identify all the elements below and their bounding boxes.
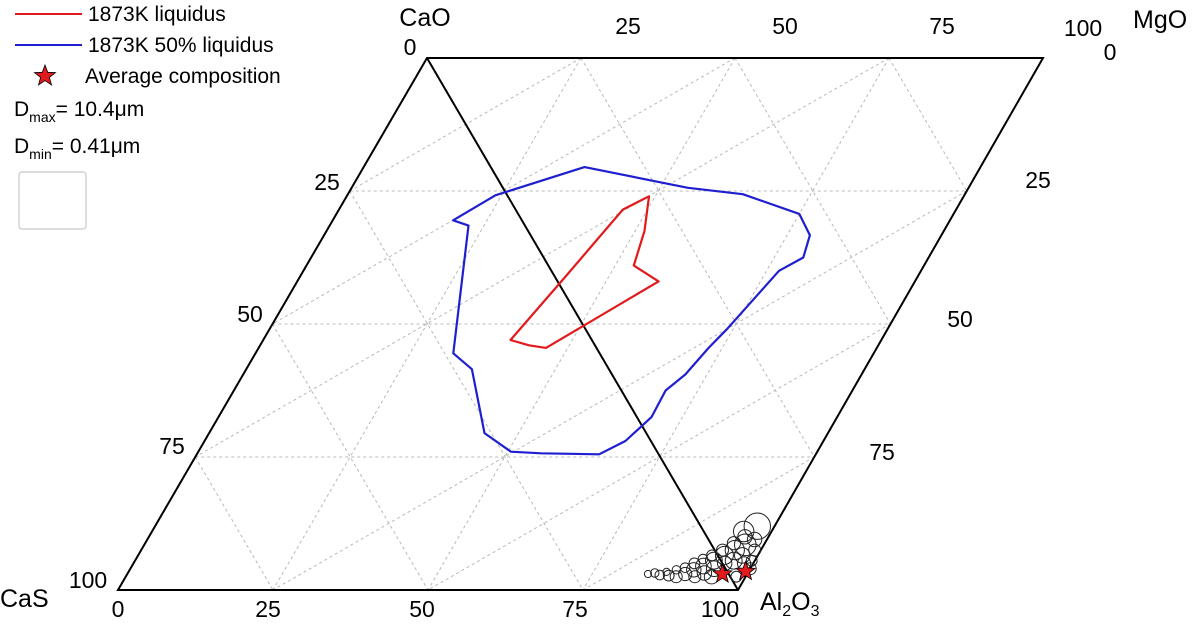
grid-anti-right-0	[272, 190, 967, 591]
vertex-label-mgo: MgO	[1133, 6, 1187, 34]
inclusion-circle-33	[733, 520, 755, 543]
average-composition-markers	[711, 560, 757, 584]
inclusion-circle-12	[688, 570, 702, 584]
inclusion-circle-13	[695, 557, 712, 575]
inclusion-circle-24	[724, 551, 743, 570]
legend: 1873K liquidus 1873K 50% liquidus Averag…	[14, 3, 281, 230]
series-group	[452, 166, 812, 456]
tick-right-25: 25	[1025, 167, 1051, 193]
grid-anti-left-2	[195, 57, 890, 458]
inclusion-circle-8	[678, 566, 693, 582]
tick-top-25: 25	[615, 13, 641, 39]
grid-diagonal-2	[349, 190, 584, 591]
tick-top-75: 75	[929, 13, 955, 39]
inclusion-circle-16	[705, 551, 723, 570]
tick-left-25: 25	[314, 169, 340, 195]
al2o3-al: Al	[760, 588, 782, 616]
inclusion-circles	[643, 512, 771, 585]
size-legend-box	[18, 171, 87, 230]
legend-label-50-liquidus: 1873K 50% liquidus	[88, 34, 274, 57]
dmin-value: = 0.41μm	[52, 135, 141, 158]
tick-bottom-75: 75	[562, 596, 588, 622]
average-composition-star-1	[735, 560, 757, 581]
inclusion-circle-25	[734, 533, 757, 557]
vertex-label-cao: CaO	[399, 4, 450, 32]
inclusion-circle-15	[696, 565, 713, 581]
diagram-divider	[426, 57, 739, 591]
legend-dmin: Dmin= 0.41μm	[14, 135, 140, 162]
tick-top-100: 100	[1064, 15, 1102, 41]
al2o3-o: O	[791, 588, 810, 616]
tick-bottom-50: 50	[409, 596, 435, 622]
inclusion-circle-6	[669, 570, 683, 584]
series-line-1	[509, 195, 660, 349]
legend-dmax: Dmax= 10.4μm	[14, 98, 144, 125]
inclusion-circle-1	[650, 568, 660, 578]
tick-right-50: 50	[947, 306, 973, 332]
tick-left-100: 100	[69, 567, 107, 593]
inclusion-circle-20	[726, 536, 742, 551]
inclusion-circle-32	[743, 512, 771, 540]
grid	[194, 57, 968, 591]
inclusion-circle-19	[714, 545, 734, 565]
grid-diagonal-3	[580, 57, 815, 458]
inclusion-circle-9	[688, 557, 701, 570]
tick-left-0: 0	[404, 34, 417, 60]
legend-star-shape	[33, 63, 57, 86]
dmax-d: D	[14, 98, 29, 121]
inclusion-circle-22	[724, 540, 745, 561]
legend-star-icon	[33, 63, 57, 86]
inclusion-circle-30	[745, 554, 758, 567]
dmax-value: = 10.4μm	[56, 98, 145, 121]
dmax-sub: max	[29, 109, 55, 125]
average-composition-star-0	[711, 562, 733, 584]
legend-label-liquidus: 1873K liquidus	[88, 3, 226, 26]
diagram-frame	[116, 57, 1045, 591]
inclusion-circle-5	[671, 565, 682, 575]
tick-right-0: 0	[1104, 39, 1117, 65]
tick-labels: 0 25 50 75 100 0 25 50 75 100 25 50 75 1…	[69, 13, 1117, 622]
dmin-sub: min	[29, 146, 52, 162]
tick-bottom-25: 25	[255, 596, 281, 622]
grid-diagonal-5	[888, 57, 968, 192]
dmin-d: D	[14, 135, 29, 158]
inclusion-circle-4	[662, 569, 675, 582]
al2o3-sub-3: 3	[811, 603, 820, 620]
grid-diagonal-0	[194, 456, 274, 591]
vertex-label-cas: CaS	[0, 585, 49, 613]
legend-label-average: Average composition	[85, 65, 281, 88]
tick-left-50: 50	[237, 301, 263, 327]
grid-parallel-0	[272, 57, 582, 591]
series-line-0	[452, 166, 812, 456]
inclusion-circle-0	[643, 569, 653, 579]
inclusion-circle-10	[686, 562, 702, 578]
tick-right-75: 75	[869, 439, 895, 465]
tick-bottom-100: 100	[701, 596, 739, 622]
tick-bottom-0: 0	[112, 596, 125, 622]
inclusion-circle-7	[679, 562, 691, 574]
inclusion-circle-27	[746, 531, 763, 548]
inclusion-circle-3	[662, 567, 671, 577]
grid-diagonal-1	[272, 323, 429, 591]
al2o3-sub-2: 2	[782, 603, 791, 620]
tick-left-75: 75	[159, 433, 185, 459]
vertex-label-al2o3: Al2O3	[760, 588, 820, 620]
tick-top-50: 50	[772, 13, 798, 39]
